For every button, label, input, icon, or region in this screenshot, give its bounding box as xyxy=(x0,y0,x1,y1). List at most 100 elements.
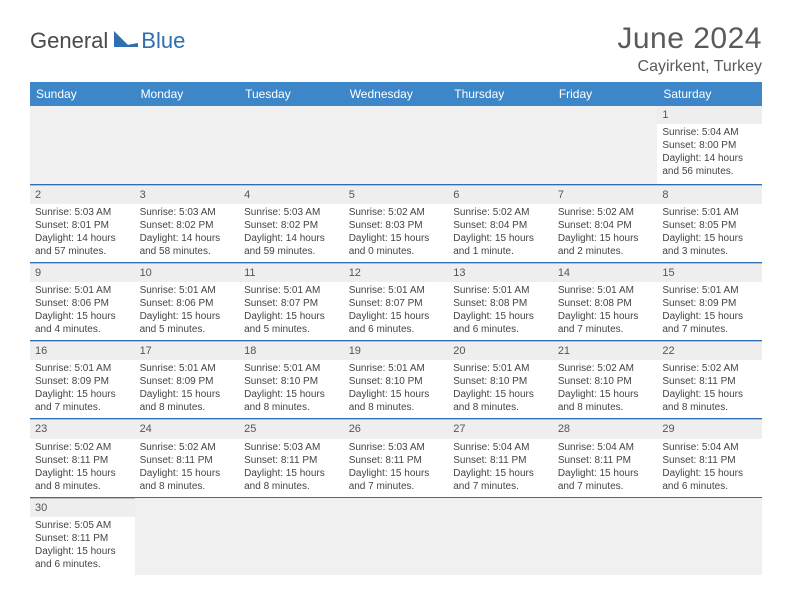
calendar-cell: 1Sunrise: 5:04 AMSunset: 8:00 PMDaylight… xyxy=(657,106,762,184)
calendar-cell: 26Sunrise: 5:03 AMSunset: 8:11 PMDayligh… xyxy=(344,419,449,497)
day-details: Sunrise: 5:02 AMSunset: 8:03 PMDaylight:… xyxy=(344,204,449,262)
day-details: Sunrise: 5:01 AMSunset: 8:06 PMDaylight:… xyxy=(135,282,240,340)
calendar-cell: 14Sunrise: 5:01 AMSunset: 8:08 PMDayligh… xyxy=(553,262,658,340)
day-details: Sunrise: 5:02 AMSunset: 8:11 PMDaylight:… xyxy=(30,439,135,497)
calendar-cell-empty xyxy=(448,497,553,575)
day-number: 26 xyxy=(344,419,449,438)
day-details: Sunrise: 5:01 AMSunset: 8:09 PMDaylight:… xyxy=(30,360,135,418)
day-number: 5 xyxy=(344,185,449,204)
day-details: Sunrise: 5:03 AMSunset: 8:02 PMDaylight:… xyxy=(239,204,344,262)
day-details: Sunrise: 5:05 AMSunset: 8:11 PMDaylight:… xyxy=(30,517,135,575)
calendar-cell: 5Sunrise: 5:02 AMSunset: 8:03 PMDaylight… xyxy=(344,184,449,262)
calendar-cell: 27Sunrise: 5:04 AMSunset: 8:11 PMDayligh… xyxy=(448,419,553,497)
weekday-header: Friday xyxy=(553,82,658,106)
day-details: Sunrise: 5:03 AMSunset: 8:02 PMDaylight:… xyxy=(135,204,240,262)
weekday-header: Monday xyxy=(135,82,240,106)
day-number: 30 xyxy=(30,498,135,517)
day-details: Sunrise: 5:03 AMSunset: 8:01 PMDaylight:… xyxy=(30,204,135,262)
calendar-cell: 3Sunrise: 5:03 AMSunset: 8:02 PMDaylight… xyxy=(135,184,240,262)
day-number: 9 xyxy=(30,263,135,282)
day-number: 23 xyxy=(30,419,135,438)
day-number: 4 xyxy=(239,185,344,204)
calendar-row: 30Sunrise: 5:05 AMSunset: 8:11 PMDayligh… xyxy=(30,497,762,575)
calendar-cell: 11Sunrise: 5:01 AMSunset: 8:07 PMDayligh… xyxy=(239,262,344,340)
calendar-cell-empty xyxy=(239,106,344,184)
day-number: 13 xyxy=(448,263,553,282)
calendar-cell-empty xyxy=(135,106,240,184)
day-number: 3 xyxy=(135,185,240,204)
day-number: 24 xyxy=(135,419,240,438)
calendar-cell-empty xyxy=(135,497,240,575)
day-details: Sunrise: 5:03 AMSunset: 8:11 PMDaylight:… xyxy=(344,439,449,497)
calendar-cell: 6Sunrise: 5:02 AMSunset: 8:04 PMDaylight… xyxy=(448,184,553,262)
calendar-cell: 20Sunrise: 5:01 AMSunset: 8:10 PMDayligh… xyxy=(448,341,553,419)
calendar-cell: 29Sunrise: 5:04 AMSunset: 8:11 PMDayligh… xyxy=(657,419,762,497)
day-details: Sunrise: 5:04 AMSunset: 8:11 PMDaylight:… xyxy=(448,439,553,497)
calendar-cell: 28Sunrise: 5:04 AMSunset: 8:11 PMDayligh… xyxy=(553,419,658,497)
day-number: 19 xyxy=(344,341,449,360)
day-number: 1 xyxy=(657,106,762,124)
calendar-row: 9Sunrise: 5:01 AMSunset: 8:06 PMDaylight… xyxy=(30,262,762,340)
calendar-cell: 7Sunrise: 5:02 AMSunset: 8:04 PMDaylight… xyxy=(553,184,658,262)
day-details: Sunrise: 5:02 AMSunset: 8:11 PMDaylight:… xyxy=(657,360,762,418)
calendar-cell: 21Sunrise: 5:02 AMSunset: 8:10 PMDayligh… xyxy=(553,341,658,419)
calendar-cell-empty xyxy=(344,497,449,575)
brand-logo: General Blue xyxy=(30,22,185,54)
day-number: 27 xyxy=(448,419,553,438)
day-details: Sunrise: 5:02 AMSunset: 8:04 PMDaylight:… xyxy=(448,204,553,262)
day-details: Sunrise: 5:04 AMSunset: 8:11 PMDaylight:… xyxy=(553,439,658,497)
weekday-header: Thursday xyxy=(448,82,553,106)
calendar-cell: 25Sunrise: 5:03 AMSunset: 8:11 PMDayligh… xyxy=(239,419,344,497)
day-number: 10 xyxy=(135,263,240,282)
day-number: 20 xyxy=(448,341,553,360)
day-number: 18 xyxy=(239,341,344,360)
day-number: 21 xyxy=(553,341,658,360)
calendar-cell: 13Sunrise: 5:01 AMSunset: 8:08 PMDayligh… xyxy=(448,262,553,340)
calendar-cell: 8Sunrise: 5:01 AMSunset: 8:05 PMDaylight… xyxy=(657,184,762,262)
day-details: Sunrise: 5:03 AMSunset: 8:11 PMDaylight:… xyxy=(239,439,344,497)
day-details: Sunrise: 5:01 AMSunset: 8:07 PMDaylight:… xyxy=(239,282,344,340)
brand-sail-icon xyxy=(112,29,138,54)
calendar-cell: 23Sunrise: 5:02 AMSunset: 8:11 PMDayligh… xyxy=(30,419,135,497)
calendar-cell: 22Sunrise: 5:02 AMSunset: 8:11 PMDayligh… xyxy=(657,341,762,419)
location-subtitle: Cayirkent, Turkey xyxy=(617,58,762,76)
calendar-cell: 19Sunrise: 5:01 AMSunset: 8:10 PMDayligh… xyxy=(344,341,449,419)
day-number: 7 xyxy=(553,185,658,204)
day-details: Sunrise: 5:04 AMSunset: 8:00 PMDaylight:… xyxy=(657,124,762,182)
day-details: Sunrise: 5:01 AMSunset: 8:08 PMDaylight:… xyxy=(553,282,658,340)
weekday-header: Tuesday xyxy=(239,82,344,106)
day-details: Sunrise: 5:01 AMSunset: 8:08 PMDaylight:… xyxy=(448,282,553,340)
brand-text-1: General xyxy=(30,28,108,54)
day-number: 28 xyxy=(553,419,658,438)
day-number: 11 xyxy=(239,263,344,282)
calendar-cell: 30Sunrise: 5:05 AMSunset: 8:11 PMDayligh… xyxy=(30,497,135,575)
calendar-cell: 10Sunrise: 5:01 AMSunset: 8:06 PMDayligh… xyxy=(135,262,240,340)
calendar-row: 16Sunrise: 5:01 AMSunset: 8:09 PMDayligh… xyxy=(30,341,762,419)
calendar-cell-empty xyxy=(239,497,344,575)
day-number: 17 xyxy=(135,341,240,360)
weekday-header: Sunday xyxy=(30,82,135,106)
day-number: 29 xyxy=(657,419,762,438)
day-details: Sunrise: 5:02 AMSunset: 8:04 PMDaylight:… xyxy=(553,204,658,262)
calendar-cell: 2Sunrise: 5:03 AMSunset: 8:01 PMDaylight… xyxy=(30,184,135,262)
calendar-cell: 9Sunrise: 5:01 AMSunset: 8:06 PMDaylight… xyxy=(30,262,135,340)
day-details: Sunrise: 5:01 AMSunset: 8:06 PMDaylight:… xyxy=(30,282,135,340)
day-details: Sunrise: 5:02 AMSunset: 8:11 PMDaylight:… xyxy=(135,439,240,497)
weekday-header: Saturday xyxy=(657,82,762,106)
calendar-cell-empty xyxy=(30,106,135,184)
day-number: 25 xyxy=(239,419,344,438)
calendar-row: 1Sunrise: 5:04 AMSunset: 8:00 PMDaylight… xyxy=(30,106,762,184)
day-number: 6 xyxy=(448,185,553,204)
brand-text-2: Blue xyxy=(141,28,185,54)
day-number: 16 xyxy=(30,341,135,360)
calendar-cell-empty xyxy=(553,497,658,575)
month-title: June 2024 xyxy=(617,22,762,56)
calendar-cell: 18Sunrise: 5:01 AMSunset: 8:10 PMDayligh… xyxy=(239,341,344,419)
calendar-cell: 15Sunrise: 5:01 AMSunset: 8:09 PMDayligh… xyxy=(657,262,762,340)
calendar-cell-empty xyxy=(553,106,658,184)
calendar-table: Sunday Monday Tuesday Wednesday Thursday… xyxy=(30,82,762,575)
calendar-cell: 4Sunrise: 5:03 AMSunset: 8:02 PMDaylight… xyxy=(239,184,344,262)
day-details: Sunrise: 5:01 AMSunset: 8:09 PMDaylight:… xyxy=(657,282,762,340)
day-details: Sunrise: 5:04 AMSunset: 8:11 PMDaylight:… xyxy=(657,439,762,497)
calendar-cell: 24Sunrise: 5:02 AMSunset: 8:11 PMDayligh… xyxy=(135,419,240,497)
